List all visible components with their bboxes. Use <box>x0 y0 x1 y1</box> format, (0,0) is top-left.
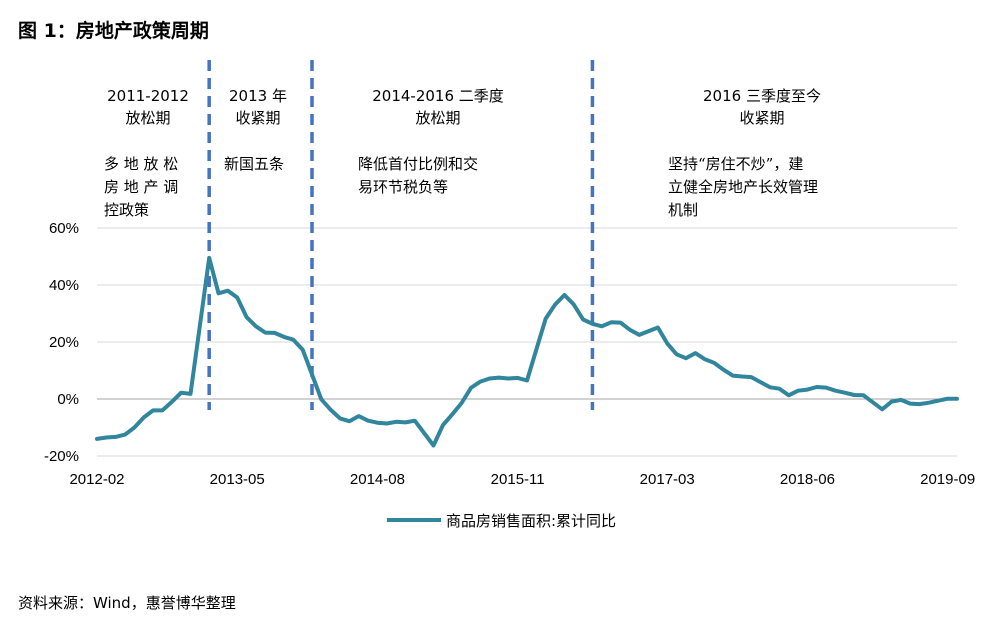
y-tick-label: -20% <box>44 448 79 465</box>
phase-description: 新国五条 <box>224 155 284 173</box>
x-axis: 2012-02 2013-05 2014-08 2015-11 2017-03 2018-… <box>69 471 975 488</box>
phase-heading: 收紧期 <box>235 109 280 127</box>
series-layer <box>95 255 959 448</box>
y-tick-label: 40% <box>49 277 79 294</box>
phase-description: 易环节税负等 <box>358 178 448 196</box>
y-tick-label: 20% <box>49 334 79 351</box>
phase-description: 房 地 产 调 <box>104 178 178 196</box>
y-tick-label: 0% <box>57 391 79 408</box>
y-tick-label: 60% <box>49 220 79 237</box>
phase-heading: 2016 三季度至今 <box>703 87 821 105</box>
x-tick-label: 2013-05 <box>210 471 265 488</box>
phase-description: 多 地 放 松 <box>104 155 178 173</box>
phase-description: 控政策 <box>104 201 149 219</box>
phase-description: 立健全房地产长效管理 <box>668 178 818 196</box>
gridlines <box>97 227 957 457</box>
y-axis: -20% 0% 20% 40% 60% <box>44 220 79 465</box>
legend-label: 商品房销售面积:累计同比 <box>446 512 616 530</box>
legend: 商品房销售面积:累计同比 <box>387 512 616 530</box>
figure-title: 图 1：房地产政策周期 <box>18 20 209 42</box>
source-note: 资料来源：Wind，惠誉博华整理 <box>18 594 236 612</box>
series-line <box>95 255 959 448</box>
x-tick-label: 2017-03 <box>640 471 695 488</box>
phase-description: 机制 <box>668 201 698 219</box>
x-tick-label: 2015-11 <box>491 471 545 488</box>
phase-heading: 2014-2016 二季度 <box>372 87 504 105</box>
x-tick-label: 2019-09 <box>920 471 975 488</box>
x-tick-label: 2014-08 <box>350 471 405 488</box>
phase-description: 降低首付比例和交 <box>358 155 478 173</box>
phase-heading: 放松期 <box>125 109 170 127</box>
phase-heading: 放松期 <box>415 109 460 127</box>
phase-heading: 2011-2012 <box>107 87 189 105</box>
phase-description: 坚持“房住不炒”，建 <box>668 155 803 173</box>
phase-heading: 2013 年 <box>229 87 287 105</box>
x-tick-label: 2018-06 <box>780 471 835 488</box>
phase-heading: 收紧期 <box>739 109 784 127</box>
x-tick-label: 2012-02 <box>69 471 124 488</box>
